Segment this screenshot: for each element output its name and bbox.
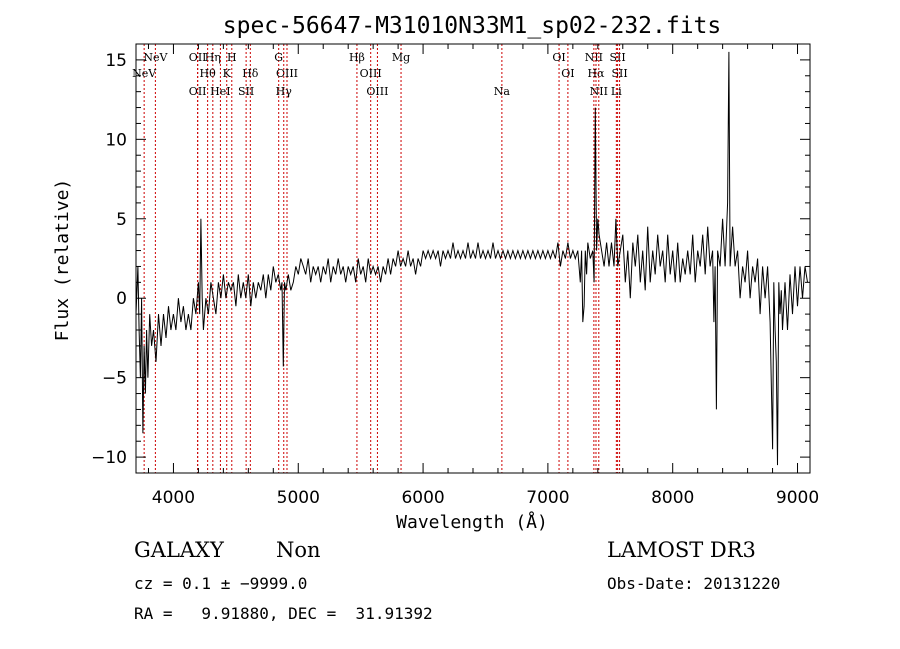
- object-class: GALAXY: [134, 538, 224, 562]
- object-subclass: Non: [276, 538, 321, 562]
- x-tick-label: 9000: [776, 488, 819, 508]
- y-axis-label: Flux (relative): [52, 179, 73, 342]
- x-tick-label: 7000: [526, 488, 569, 508]
- y-tick-label: 0: [116, 289, 127, 309]
- emission-line-label: OI: [561, 67, 574, 80]
- emission-line-label: NeV: [143, 51, 168, 64]
- emission-line-label: G: [274, 51, 283, 64]
- y-tick-label: 10: [105, 130, 127, 150]
- x-axis-label: Wavelength (Å): [396, 511, 548, 533]
- plot-frame: [135, 43, 811, 474]
- emission-line-label: OI: [552, 51, 565, 64]
- emission-line-label: OIII: [276, 67, 298, 80]
- redshift-cz: cz = 0.1 ± −9999.0: [134, 574, 308, 593]
- emission-line-label: SII: [611, 67, 627, 80]
- y-tick-label: −10: [91, 448, 127, 468]
- emission-line-label: Mg: [392, 51, 410, 64]
- x-tick-label: 5000: [277, 488, 320, 508]
- emission-line-label: Hη: [205, 51, 221, 64]
- ra-dec-coordinates: RA = 9.91880, DEC = 31.91392: [134, 604, 433, 623]
- x-axis-ticks: 4000 5000 6000 7000 8000 9000: [147, 44, 819, 508]
- survey-name: LAMOST DR3: [607, 538, 756, 562]
- emission-line-label: Hδ: [242, 67, 259, 80]
- y-tick-label: 15: [105, 51, 127, 71]
- emission-line-label: OIII: [360, 67, 382, 80]
- y-tick-label: 5: [116, 210, 127, 230]
- chart-title: spec-56647-M31010N33M1_sp02-232.fits: [223, 13, 722, 39]
- observation-date: Obs-Date: 20131220: [607, 574, 781, 593]
- spectrum-line: [135, 51, 808, 466]
- emission-line-label: Hγ: [276, 85, 293, 98]
- emission-line-label: OIII: [366, 85, 388, 98]
- y-tick-label: −5: [102, 369, 127, 389]
- x-tick-label: 6000: [401, 488, 444, 508]
- emission-line-label: Hα: [587, 67, 605, 80]
- emission-line-label: SII: [609, 51, 625, 64]
- emission-line-label: Hβ: [349, 51, 365, 64]
- emission-line-label: NII: [590, 85, 608, 98]
- emission-line-label: Na: [494, 85, 511, 98]
- emission-line-label: OII: [189, 85, 207, 98]
- emission-line-label: Hθ: [200, 67, 217, 80]
- emission-line-label: NII: [585, 51, 603, 64]
- y-axis-ticks: −10 −5 0 5 10 15: [91, 51, 810, 468]
- emission-line-label: K: [223, 67, 232, 80]
- x-tick-label: 8000: [651, 488, 694, 508]
- emission-line-label: NeV: [132, 67, 157, 80]
- emission-line-label: H: [227, 51, 237, 64]
- x-tick-label: 4000: [152, 488, 195, 508]
- emission-line-label: SII: [238, 85, 254, 98]
- emission-line-label: Li: [611, 85, 622, 98]
- emission-line-label: HeI: [210, 85, 230, 98]
